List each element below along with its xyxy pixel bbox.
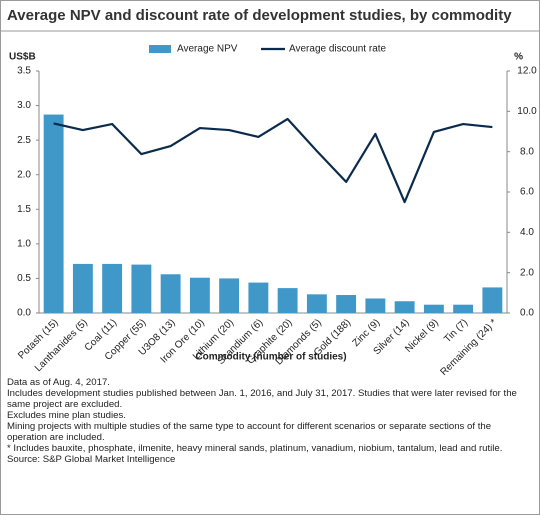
y-tick-label: 2.5 [17, 135, 31, 146]
y-tick-label: 2.0 [17, 169, 31, 180]
y-tick-label: 0.0 [17, 308, 31, 319]
chart-title: Average NPV and discount rate of develop… [7, 7, 512, 24]
y2-tick-label: 2.0 [520, 267, 534, 278]
bar [336, 295, 357, 313]
bar [219, 278, 240, 313]
y-axis-label: US$B [9, 52, 36, 63]
footnotes: Data as of Aug. 4, 2017. Includes develop… [7, 377, 527, 465]
y2-tick-label: 6.0 [520, 187, 534, 198]
y2-tick-label: 10.0 [517, 106, 537, 117]
footnote: Data as of Aug. 4, 2017. [7, 377, 110, 388]
bar [453, 304, 474, 313]
y2-tick-label: 4.0 [520, 227, 534, 238]
bar [102, 263, 123, 313]
y2-tick-label: 8.0 [520, 146, 534, 157]
y2-tick-label: 0.0 [520, 308, 534, 319]
line [53, 117, 493, 204]
bar [160, 274, 181, 313]
legend-label: Average discount rate [289, 44, 387, 55]
footnote: Source: S&P Global Market Intelligence [7, 454, 176, 465]
bar [394, 301, 415, 313]
bar [189, 277, 210, 313]
y-tick-label: 3.0 [17, 100, 31, 111]
x-axis-label: Commodity (number of studies) [195, 352, 346, 363]
bar [43, 114, 64, 313]
bar [482, 287, 503, 313]
y-tick-label: 3.5 [17, 66, 31, 77]
y-tick-label: 1.5 [17, 204, 31, 215]
legend-swatch [149, 45, 171, 53]
bar [306, 294, 327, 313]
footnote: Excludes mine plan studies. [7, 410, 126, 421]
y-tick-label: 0.5 [17, 273, 31, 284]
bar [423, 304, 444, 313]
x-tick-label: Lanthanides (5) [33, 317, 90, 374]
y2-tick-label: 12.0 [517, 66, 537, 77]
legend-label: Average NPV [177, 44, 238, 55]
y-tick-label: 1.0 [17, 238, 31, 249]
bar [131, 264, 152, 313]
chart: Average NPV and discount rate of develop… [1, 7, 539, 375]
bar [248, 282, 269, 313]
x-tick-label: Tin (7) [442, 317, 470, 345]
y2-axis-label: % [514, 52, 523, 63]
bar [365, 298, 386, 313]
bar [277, 288, 298, 313]
bar [72, 263, 93, 313]
footnote: Includes development studies published b… [7, 388, 517, 410]
footnote: * Includes bauxite, phosphate, ilmenite,… [7, 443, 503, 454]
footnote: Mining projects with multiple studies of… [7, 421, 492, 443]
